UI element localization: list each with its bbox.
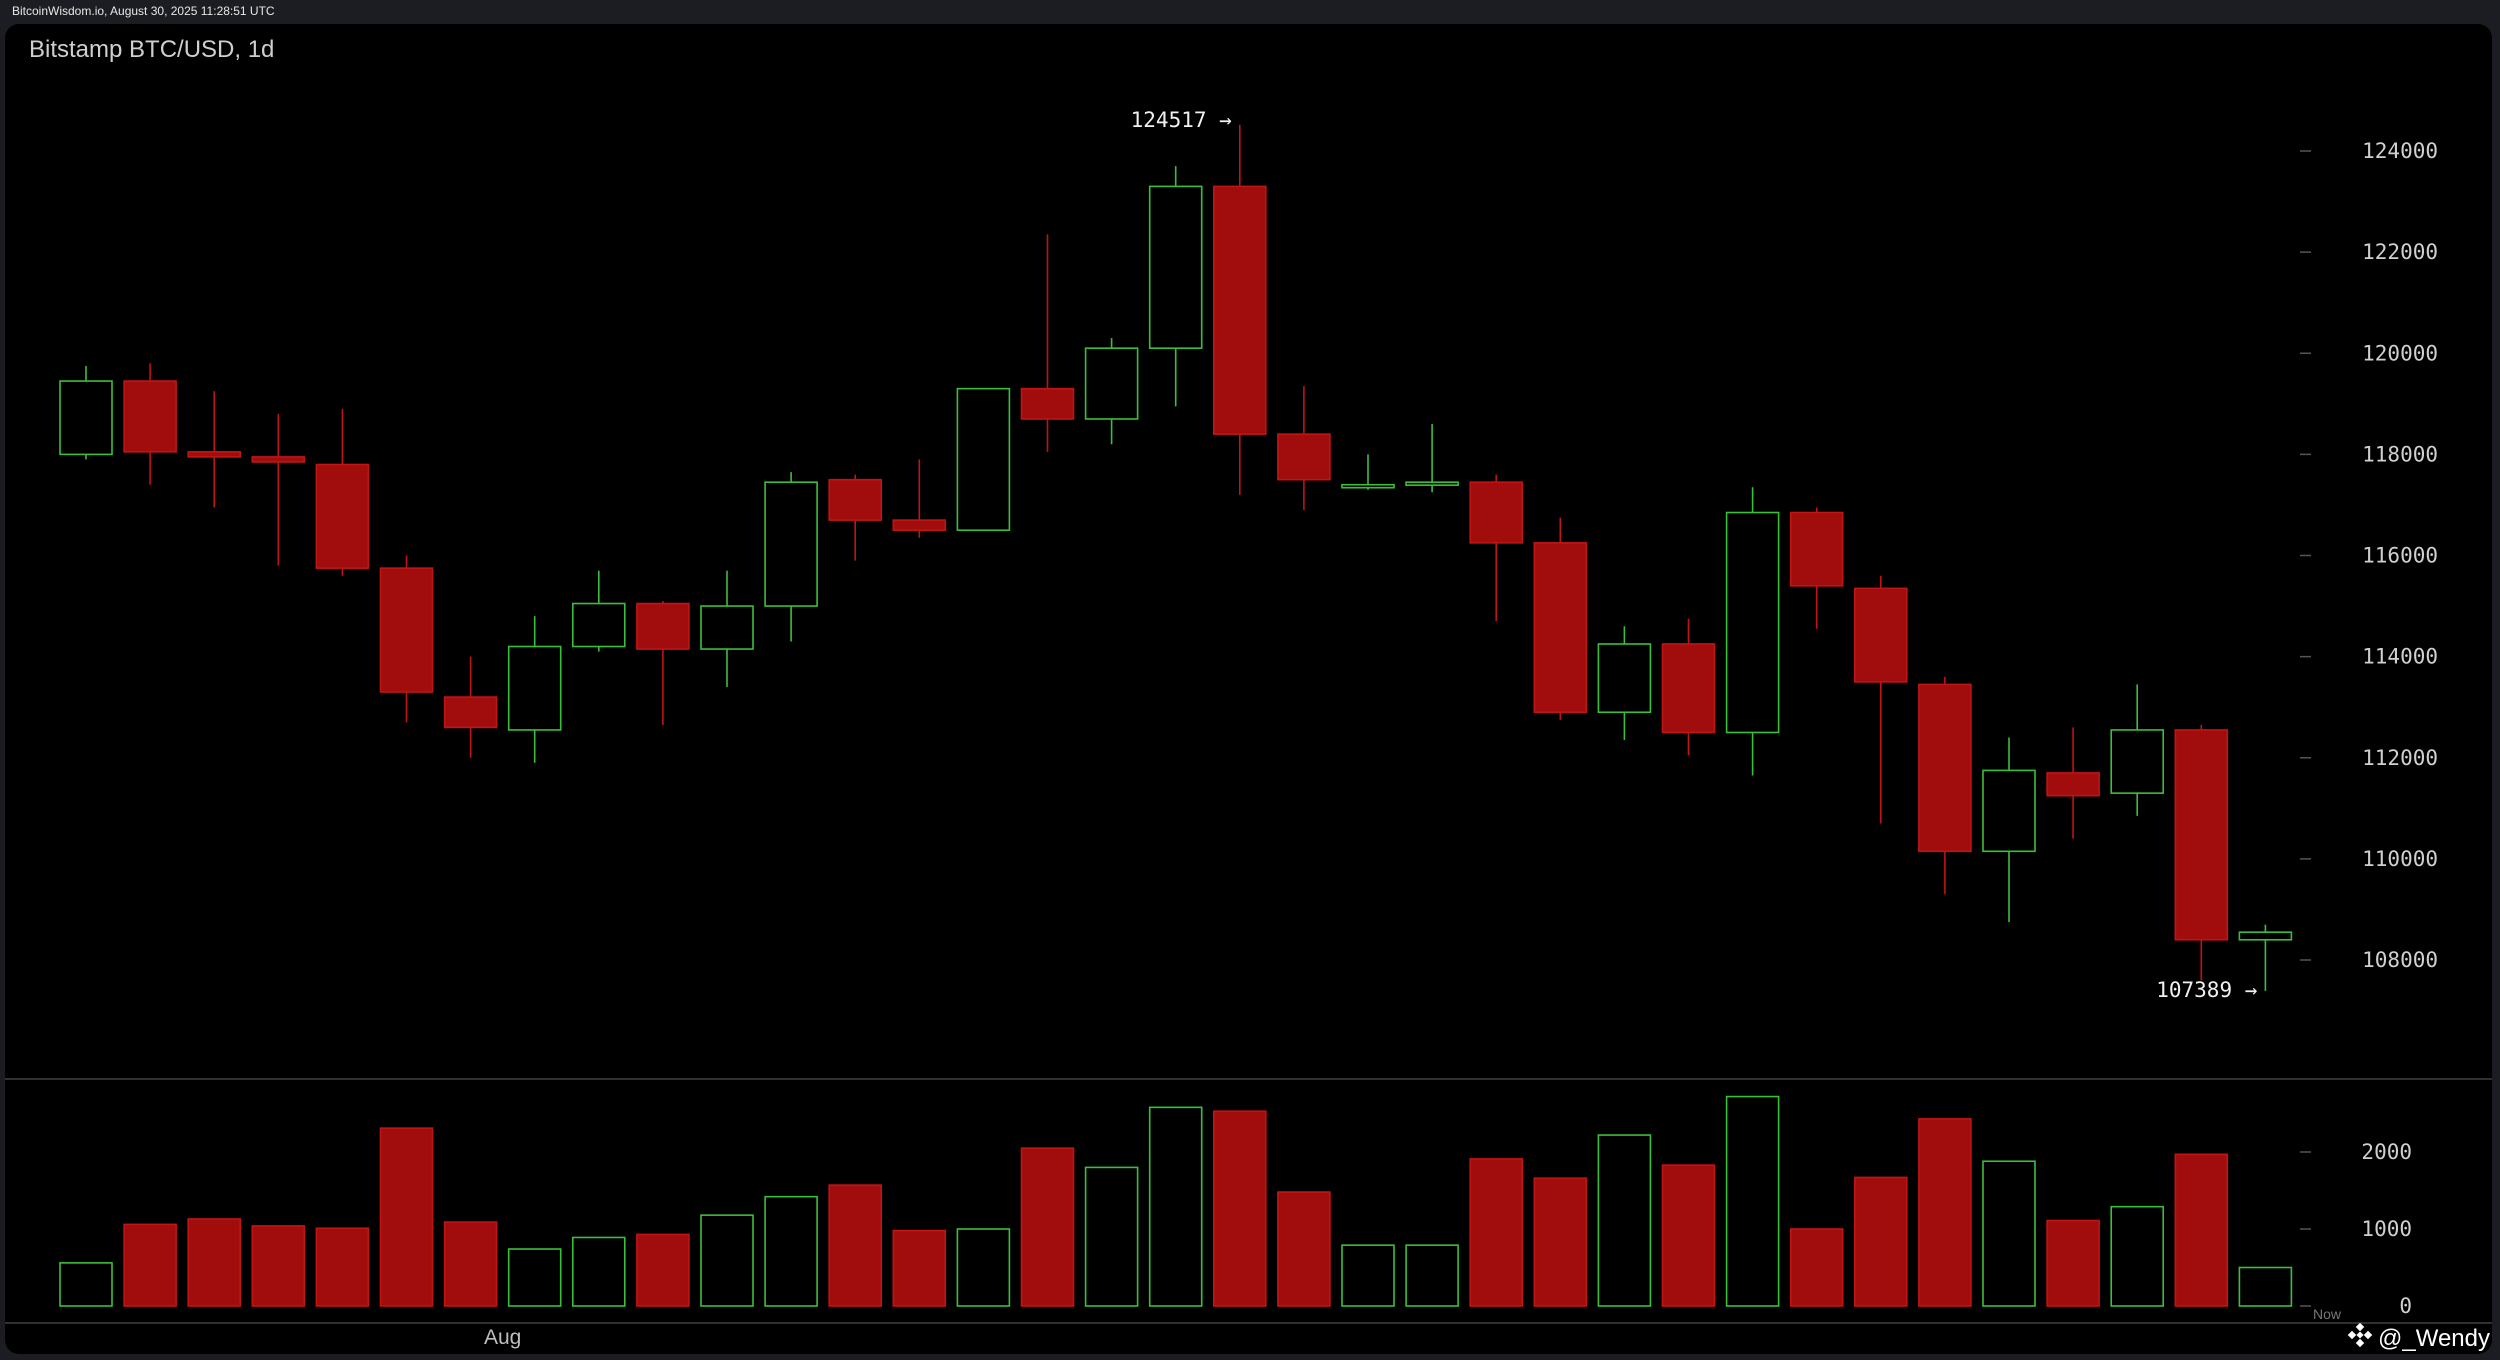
volume-bar[interactable] [828,1184,883,1307]
candle-body[interactable] [379,567,434,693]
candle-body[interactable] [1982,769,2036,853]
volume-bar[interactable] [1341,1244,1395,1307]
volume-tick-label: 0 [2399,1294,2412,1318]
candle-body[interactable] [892,519,947,532]
volume-tick-label: 2000 [2361,1140,2412,1164]
candle-body[interactable] [1469,481,1523,544]
price-tick-label: 122000 [2362,240,2438,264]
candle-body[interactable] [1725,511,1780,734]
volume-bar[interactable] [443,1221,498,1307]
candle-body[interactable] [764,481,818,607]
volume-bar[interactable] [892,1229,947,1307]
price-tick-label: 116000 [2362,544,2438,568]
chart-panel[interactable]: 108000 110000 112000 114000 116000 118000 1200… [5,24,2492,1354]
price-tick-label: 108000 [2362,948,2438,972]
volume-bar[interactable] [507,1248,562,1307]
candle-body[interactable] [1661,643,1716,734]
volume-bar[interactable] [1213,1110,1267,1307]
candle-body[interactable] [1148,185,1203,349]
volume-bar[interactable] [636,1233,690,1307]
price-tick-label: 118000 [2362,442,2438,466]
candle-body[interactable] [828,478,883,521]
volume-bar[interactable] [251,1225,306,1307]
candle-body[interactable] [636,602,690,650]
candle-body[interactable] [315,463,370,569]
candle-body[interactable] [123,380,177,453]
volume-bar[interactable] [1597,1134,1652,1307]
volume-bar[interactable] [1405,1244,1459,1307]
volume-bar[interactable] [1982,1160,2036,1307]
candle-body[interactable] [956,387,1011,532]
volume-bar[interactable] [1148,1106,1203,1307]
candle-body[interactable] [2046,772,2100,797]
volume-bar[interactable] [1918,1118,1972,1307]
price-tick-label: 110000 [2362,847,2438,871]
candle-body[interactable] [2174,729,2229,941]
candle-body[interactable] [1020,387,1075,420]
candle-body[interactable] [1854,587,1908,683]
volume-bar[interactable] [2238,1266,2293,1307]
volume-tick-label: 1000 [2361,1217,2412,1241]
volume-bar[interactable] [571,1236,626,1307]
volume-bar[interactable] [1661,1164,1716,1307]
site-timestamp: BitcoinWisdom.io, August 30, 2025 11:28:… [12,4,275,18]
candle-body[interactable] [571,602,626,648]
price-tick-label: 114000 [2362,645,2438,669]
volume-bar[interactable] [379,1127,434,1307]
candle-body[interactable] [1789,511,1844,587]
x-tick-label: Aug [484,1326,521,1349]
candle-body[interactable] [1918,683,1972,853]
candle-body[interactable] [1341,483,1395,489]
volume-bar[interactable] [1533,1177,1588,1307]
candle-body[interactable] [1084,347,1139,420]
volume-bar[interactable] [59,1262,113,1307]
price-tick-label: 112000 [2362,746,2438,770]
volume-bar[interactable] [315,1227,370,1307]
candle-body[interactable] [187,451,241,458]
volume-bar[interactable] [2174,1153,2229,1307]
candle-body[interactable] [1533,542,1588,714]
watermark-sub: Now [2313,1306,2342,1322]
volume-bar[interactable] [2046,1219,2100,1307]
candle-body[interactable] [251,456,306,463]
candle-body[interactable] [443,696,498,729]
volume-bar[interactable] [1084,1166,1139,1307]
binance-diamond-icon [2347,1322,2373,1354]
top-bar: BitcoinWisdom.io, August 30, 2025 11:28:… [0,0,2500,24]
candle-body[interactable] [1405,481,1459,486]
price-tick-label: 124000 [2362,139,2438,163]
chart-title: Bitstamp BTC/USD, 1d [29,36,275,63]
volume-bar[interactable] [1277,1191,1331,1307]
volume-bar[interactable] [956,1228,1011,1307]
candle-body[interactable] [2110,729,2164,794]
chart-svg[interactable]: 108000 110000 112000 114000 116000 118000 1200… [5,24,2492,1354]
volume-bar[interactable] [123,1223,177,1307]
high-annotation: 124517 → [1131,108,1232,132]
candle-body[interactable] [1277,433,1331,481]
candle-body[interactable] [59,380,113,456]
volume-bar[interactable] [1725,1095,1780,1307]
price-tick-label: 120000 [2362,341,2438,365]
candle-body[interactable] [700,605,754,650]
volume-bar[interactable] [764,1195,818,1307]
candle-body[interactable] [1213,185,1267,435]
watermark-text: @_Wendy [2378,1324,2490,1352]
volume-bar[interactable] [187,1218,241,1307]
low-annotation: 107389 → [2156,978,2257,1002]
candle-body[interactable] [507,645,562,731]
volume-bar[interactable] [700,1214,754,1307]
candle-body[interactable] [1597,643,1652,714]
candle-body[interactable] [2238,931,2293,941]
volume-bar[interactable] [1854,1176,1908,1307]
watermark: @_Wendy [2347,1322,2490,1354]
volume-bar[interactable] [2110,1205,2164,1307]
volume-bar[interactable] [1789,1228,1844,1307]
volume-bar[interactable] [1469,1158,1523,1307]
volume-bar[interactable] [1020,1147,1075,1307]
